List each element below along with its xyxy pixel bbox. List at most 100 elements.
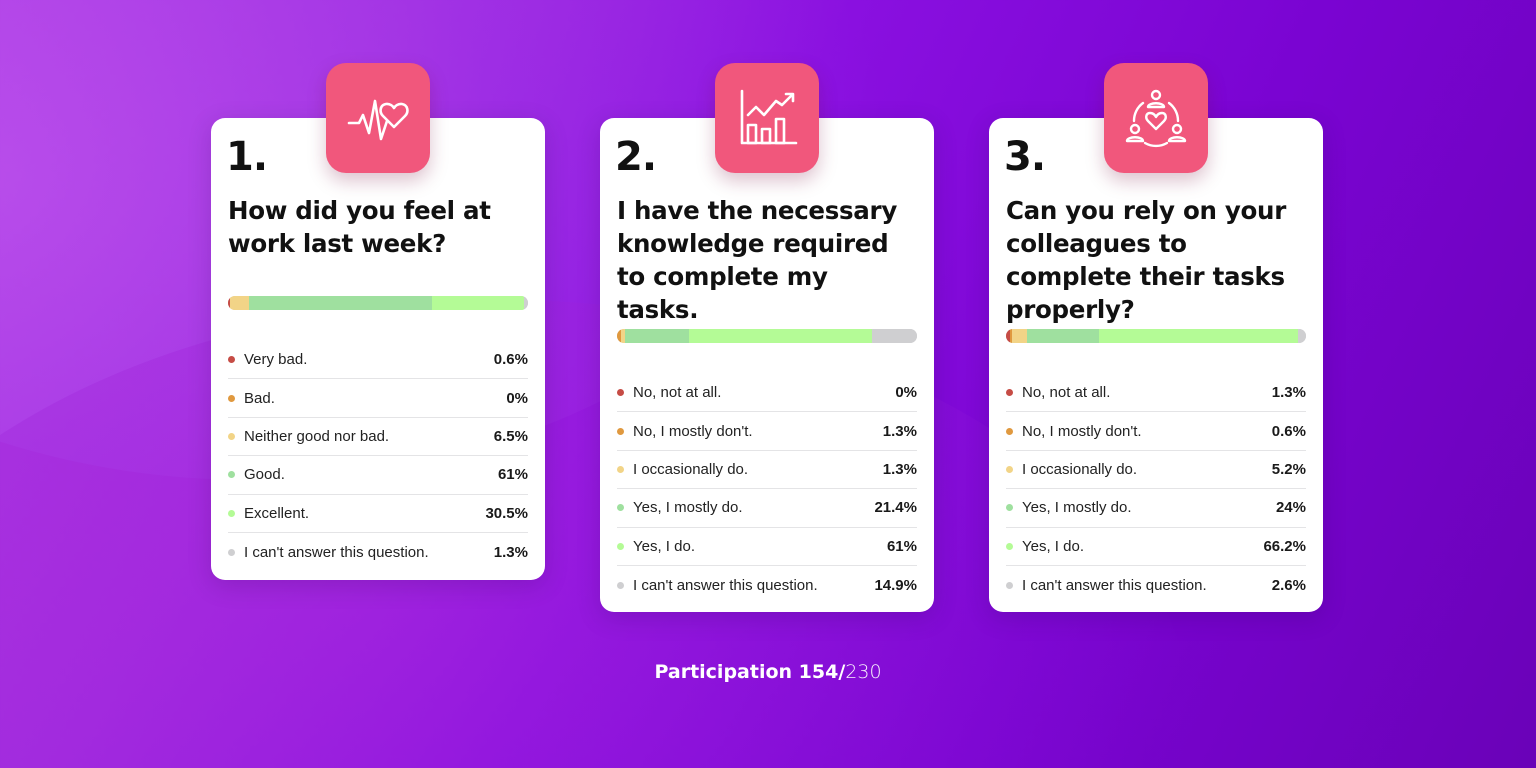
answer-label: Excellent. (244, 504, 310, 522)
answer-list: No, not at all. 1.3% No, I mostly don't. 0.… (1006, 374, 1306, 604)
answer-label: I occasionally do. (1022, 460, 1138, 478)
answer-row: No, not at all. 0% (617, 374, 917, 413)
answer-percentage: 66.2% (1263, 537, 1306, 555)
bar-segment (523, 296, 528, 310)
answer-row: Yes, I do. 61% (617, 528, 917, 566)
answer-row: Very bad. 0.6% (228, 341, 528, 380)
answer-label: Yes, I do. (1022, 537, 1084, 555)
legend-dot-icon (617, 504, 624, 512)
answer-percentage: 0% (506, 389, 528, 407)
legend-dot-icon (1006, 504, 1013, 512)
question-text: Can you rely on your colleagues to compl… (1006, 196, 1286, 324)
legend-dot-icon (617, 581, 624, 589)
answer-percentage: 1.3% (493, 543, 528, 561)
heartbeat-heart-icon (326, 63, 430, 173)
legend-dot-icon (1006, 542, 1013, 550)
bar-segment (1011, 329, 1028, 343)
answer-percentage: 30.5% (485, 504, 528, 522)
legend-dot-icon (228, 471, 235, 479)
legend-dot-icon (228, 394, 235, 402)
question-number: 2. (615, 134, 657, 180)
answer-label: I can't answer this question. (244, 543, 429, 561)
answer-row: I occasionally do. 5.2% (1006, 451, 1306, 490)
answer-row: Yes, I do. 66.2% (1006, 528, 1306, 566)
answer-label: Bad. (244, 389, 275, 407)
answer-label: I can't answer this question. (633, 576, 818, 594)
legend-dot-icon (1006, 427, 1013, 435)
answer-percentage: 0.6% (1271, 422, 1306, 440)
legend-dot-icon (228, 509, 235, 517)
question-number: 3. (1004, 134, 1046, 180)
answer-row: Yes, I mostly do. 24% (1006, 489, 1306, 528)
legend-dot-icon (228, 548, 235, 556)
answer-percentage: 5.2% (1271, 460, 1306, 478)
answer-percentage: 6.5% (493, 427, 528, 445)
answer-list: Very bad. 0.6% Bad. 0% Neither good nor bad.… (228, 341, 528, 571)
bar-segment (617, 329, 621, 343)
answer-label: Good. (244, 466, 285, 484)
legend-dot-icon (617, 465, 624, 473)
bar-segment (1099, 329, 1298, 343)
answer-percentage: 61% (886, 537, 917, 555)
question-number: 1. (226, 134, 268, 180)
answer-percentage: 1.3% (882, 422, 917, 440)
bar-segment (1006, 329, 1010, 343)
answer-row: Good. 61% (228, 456, 528, 495)
legend-dot-icon (617, 542, 624, 550)
survey-card-2: 2. I have the necessary knowledge requir… (600, 63, 934, 612)
bar-segment (620, 329, 625, 343)
answer-row: Excellent. 30.5% (228, 495, 528, 533)
bar-segment (1297, 329, 1306, 343)
answer-percentage: 0% (895, 384, 917, 402)
survey-card-1: 1. How did you feel at work last week? V… (211, 63, 545, 580)
bar-segment (249, 296, 433, 310)
answer-percentage: 61% (497, 466, 528, 484)
answer-label: No, not at all. (1022, 384, 1111, 402)
team-heart-icon (1104, 63, 1208, 173)
participation-total: 230 (845, 661, 882, 683)
legend-dot-icon (1006, 389, 1013, 397)
answer-label: Yes, I mostly do. (633, 499, 743, 517)
question-text: How did you feel at work last week? (228, 196, 491, 258)
answer-label: No, I mostly don't. (1022, 422, 1142, 440)
answer-label: Yes, I mostly do. (1022, 499, 1132, 517)
legend-dot-icon (617, 389, 624, 397)
answer-row: No, not at all. 1.3% (1006, 374, 1306, 413)
stacked-result-bar (617, 329, 917, 343)
legend-dot-icon (1006, 465, 1013, 473)
answer-percentage: 1.3% (882, 460, 917, 478)
survey-card-3: 3. Can you rely on your colleagues to co… (989, 63, 1323, 612)
growth-chart-icon (715, 63, 819, 173)
answer-percentage: 1.3% (1271, 384, 1306, 402)
answer-row: No, I mostly don't. 1.3% (617, 412, 917, 451)
answer-row: I can't answer this question. 2.6% (1006, 566, 1306, 604)
bar-segment (688, 329, 872, 343)
answer-label: Very bad. (244, 351, 308, 369)
bar-segment (1027, 329, 1100, 343)
answer-percentage: 14.9% (874, 576, 917, 594)
answer-percentage: 0.6% (493, 351, 528, 369)
answer-label: Neither good nor bad. (244, 427, 390, 445)
answer-list: No, not at all. 0% No, I mostly don't. 1.3%… (617, 374, 917, 604)
legend-dot-icon (617, 427, 624, 435)
bar-segment (432, 296, 524, 310)
legend-dot-icon (228, 356, 235, 364)
answer-percentage: 24% (1275, 499, 1306, 517)
answer-percentage: 21.4% (874, 499, 917, 517)
stacked-result-bar (1006, 329, 1306, 343)
answer-row: I occasionally do. 1.3% (617, 451, 917, 490)
bar-segment (228, 296, 230, 310)
bar-segment (624, 329, 689, 343)
answer-row: Neither good nor bad. 6.5% (228, 418, 528, 457)
answer-row: Bad. 0% (228, 379, 528, 418)
legend-dot-icon (1006, 581, 1013, 589)
answer-percentage: 2.6% (1271, 576, 1306, 594)
bar-segment (871, 329, 917, 343)
answer-label: I can't answer this question. (1022, 576, 1207, 594)
legend-dot-icon (228, 432, 235, 440)
bar-segment (1009, 329, 1012, 343)
participation-label: Participation 154/ (654, 661, 846, 683)
answer-label: Yes, I do. (633, 537, 695, 555)
bar-segment (229, 296, 250, 310)
answer-row: I can't answer this question. 14.9% (617, 566, 917, 604)
